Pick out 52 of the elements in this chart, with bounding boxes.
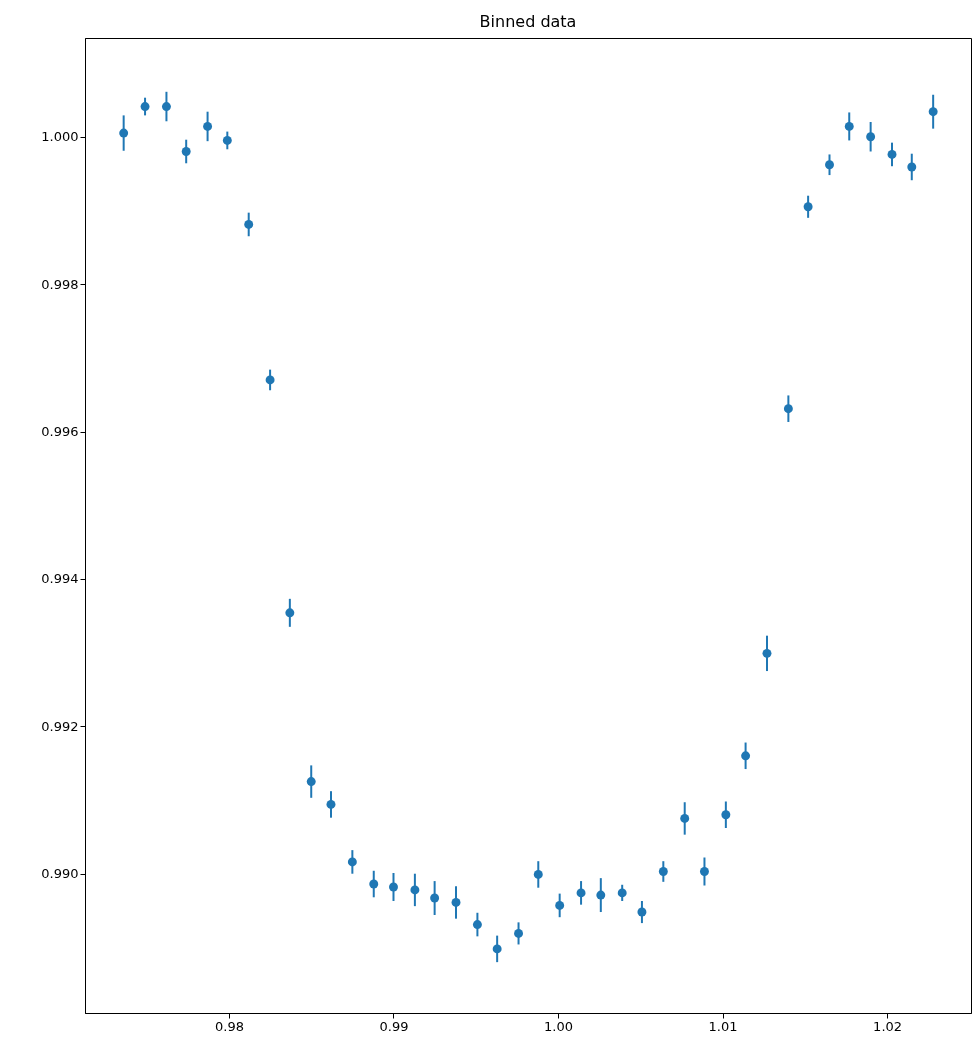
y-tick-label: 0.998 bbox=[41, 276, 79, 292]
chart-title: Binned data bbox=[479, 12, 577, 31]
point bbox=[306, 777, 316, 787]
point bbox=[803, 202, 813, 212]
y-tick-label: 1.000 bbox=[41, 129, 79, 145]
point bbox=[347, 857, 357, 867]
point bbox=[119, 128, 129, 138]
point bbox=[825, 160, 834, 170]
point bbox=[492, 944, 502, 954]
x-tick-label: 1.00 bbox=[544, 1018, 573, 1034]
point bbox=[181, 147, 191, 156]
point bbox=[637, 907, 647, 917]
point bbox=[140, 102, 150, 111]
point bbox=[928, 107, 938, 117]
point bbox=[721, 810, 731, 820]
point bbox=[430, 893, 440, 903]
x-tick-label: 0.99 bbox=[379, 1018, 409, 1034]
point bbox=[907, 162, 917, 172]
x-tick-label: 1.01 bbox=[708, 1018, 738, 1034]
x-tick-label: 0.98 bbox=[214, 1018, 244, 1034]
point bbox=[222, 135, 232, 145]
x-tick-label: 1.02 bbox=[873, 1018, 903, 1034]
point bbox=[410, 885, 420, 895]
point bbox=[451, 897, 461, 907]
point bbox=[866, 132, 876, 142]
point bbox=[285, 608, 295, 618]
y-tick-label: 0.990 bbox=[41, 866, 79, 882]
point bbox=[203, 121, 213, 131]
point bbox=[533, 869, 543, 879]
point bbox=[576, 888, 586, 898]
point bbox=[762, 648, 772, 658]
point bbox=[680, 813, 690, 823]
point bbox=[596, 890, 606, 900]
point bbox=[741, 751, 751, 761]
point bbox=[389, 882, 398, 892]
point bbox=[326, 799, 336, 809]
point bbox=[265, 375, 275, 385]
point bbox=[369, 879, 379, 889]
y-tick-label: 0.994 bbox=[41, 571, 79, 587]
y-tick-label: 0.996 bbox=[41, 424, 79, 440]
point bbox=[887, 149, 897, 159]
point bbox=[244, 219, 254, 229]
point bbox=[161, 102, 171, 111]
y-tick-label: 0.992 bbox=[41, 718, 79, 734]
point bbox=[658, 867, 668, 876]
point bbox=[783, 404, 793, 414]
point bbox=[514, 928, 524, 938]
point bbox=[699, 867, 709, 876]
point bbox=[617, 888, 627, 898]
point bbox=[844, 121, 854, 131]
point bbox=[472, 920, 482, 930]
point bbox=[555, 900, 565, 910]
